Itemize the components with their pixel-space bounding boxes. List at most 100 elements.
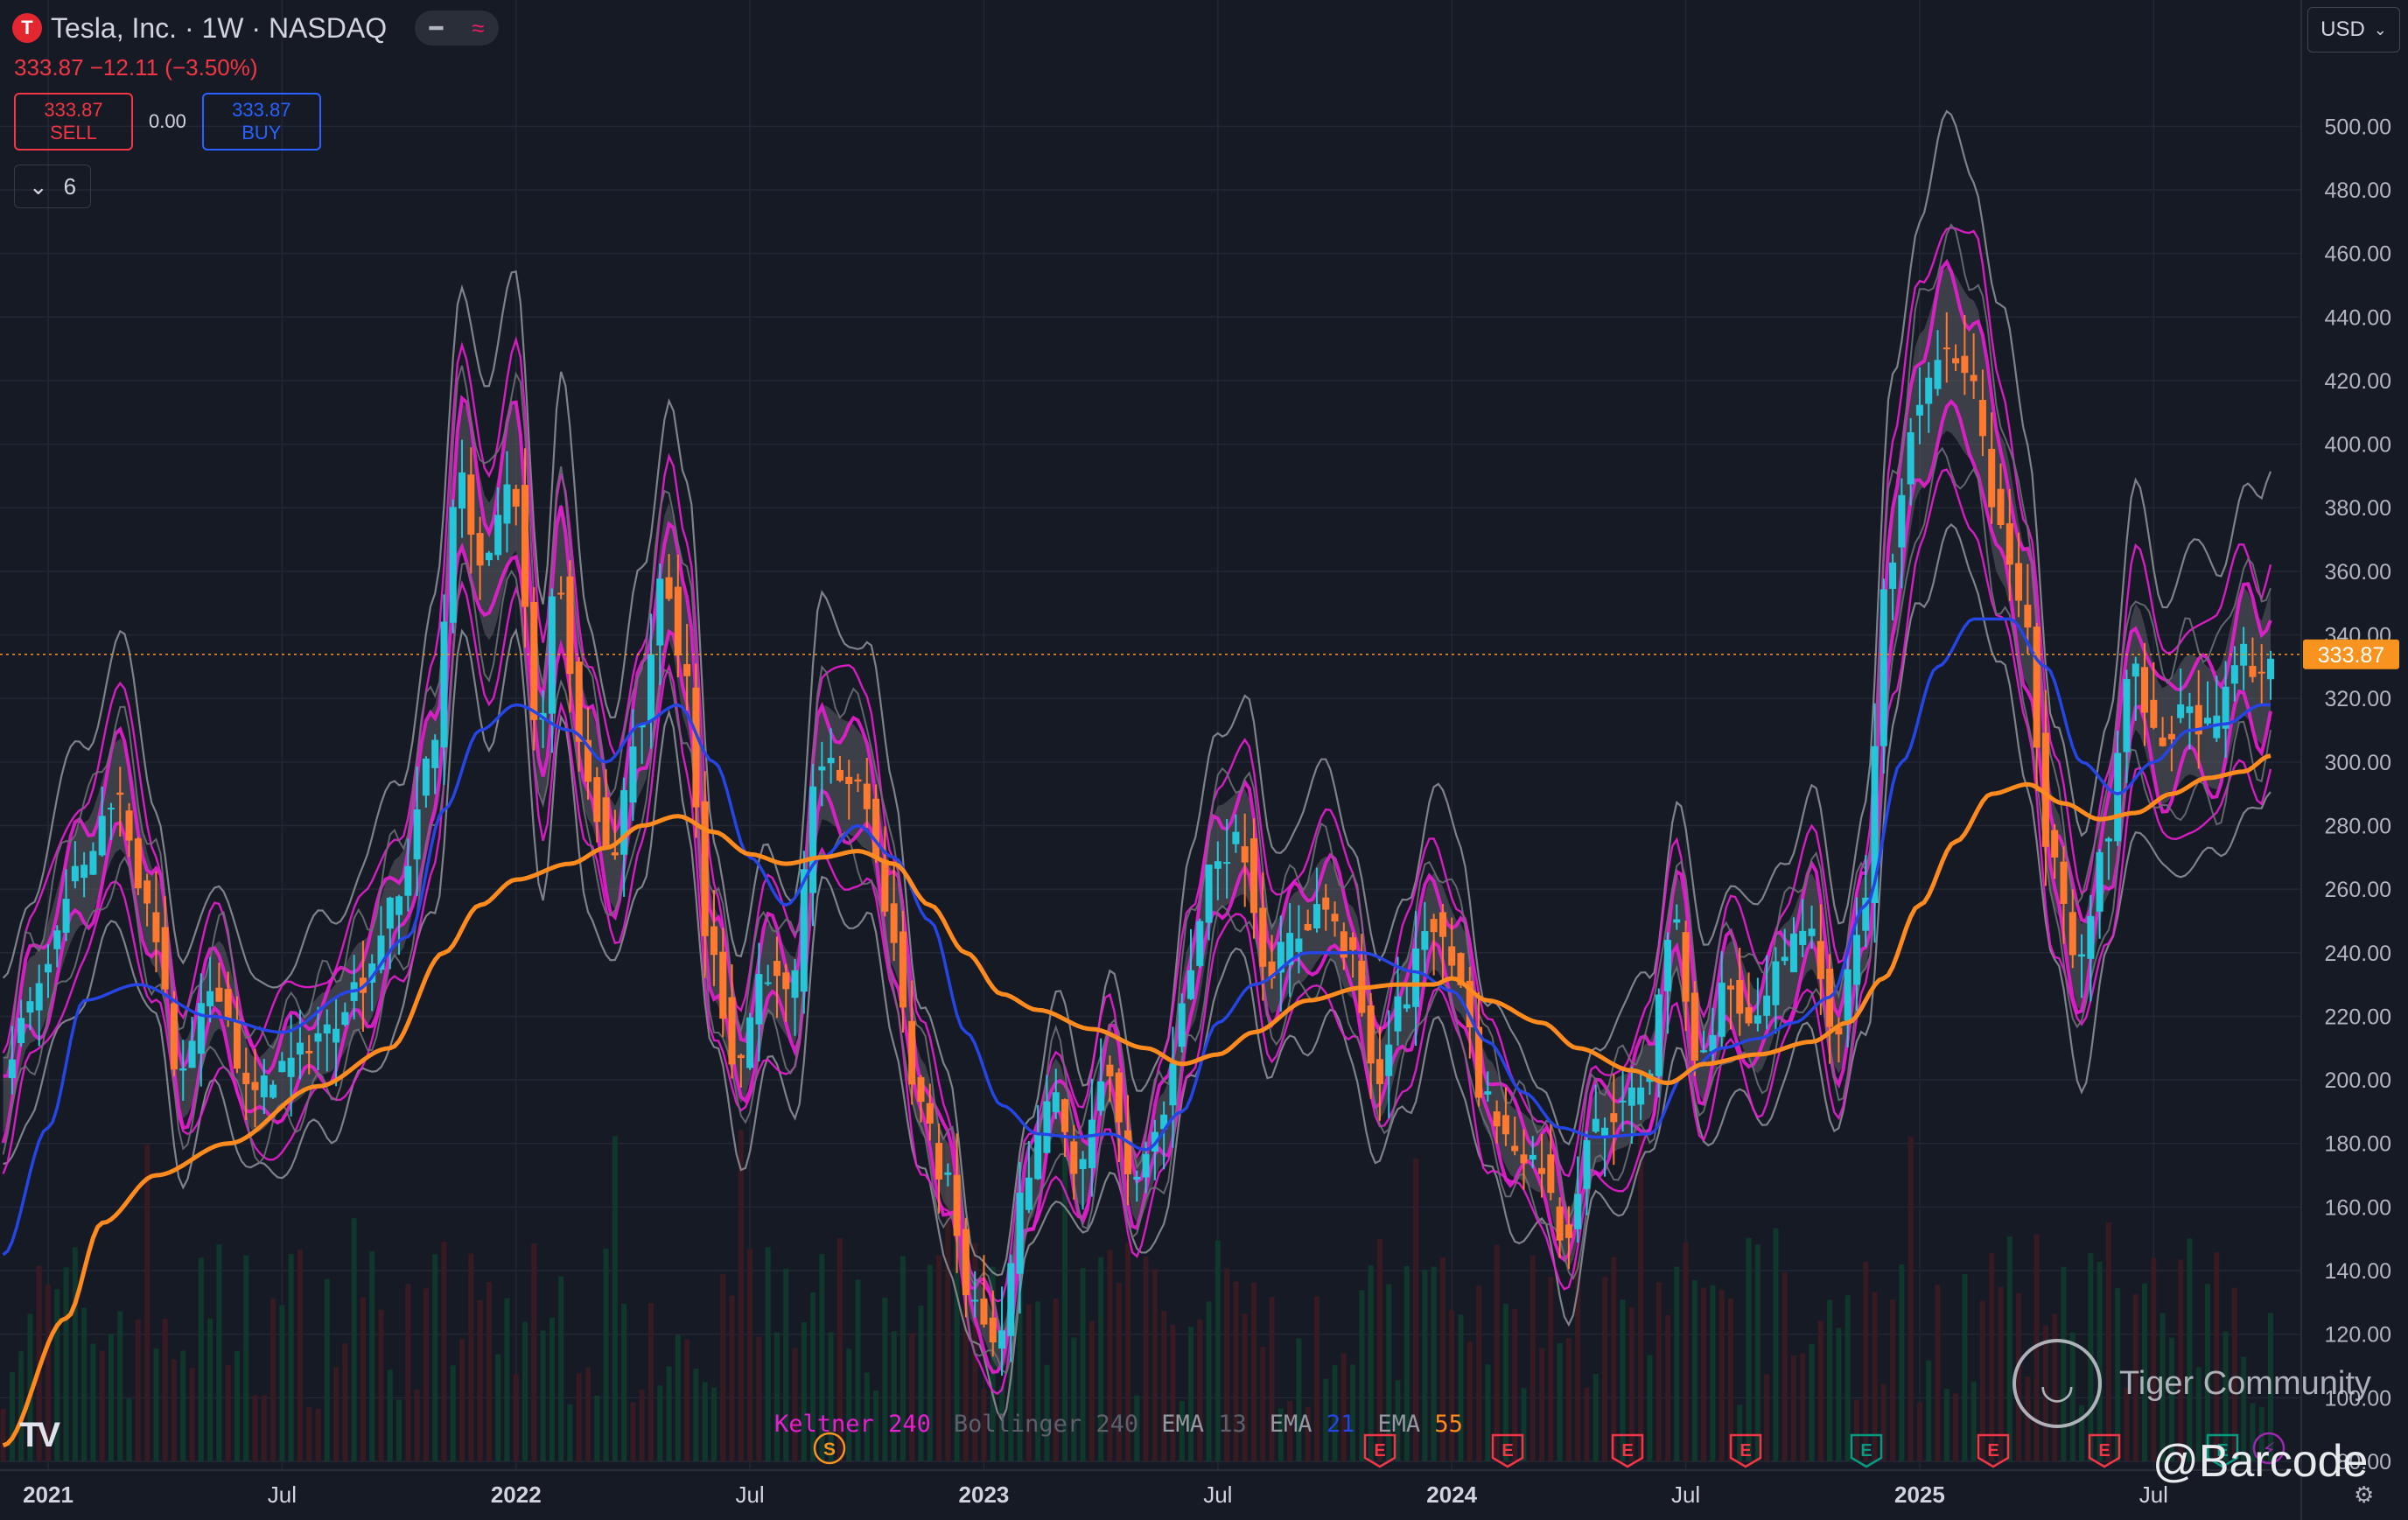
band-line bbox=[2, 468, 2272, 1396]
currency-select[interactable]: USD ⌄ bbox=[2307, 7, 2400, 53]
volume-bar bbox=[684, 1339, 690, 1461]
candle-body bbox=[314, 1033, 322, 1042]
symbol-title[interactable]: Tesla, Inc. · 1W · NASDAQ bbox=[51, 11, 388, 44]
indicators-collapse-button[interactable]: ⌄ 6 bbox=[14, 165, 91, 208]
candle-body bbox=[1934, 360, 1942, 389]
volume-bar bbox=[54, 1289, 60, 1461]
y-tick-label: 400.00 bbox=[2325, 433, 2391, 458]
earnings-marker-icon: E bbox=[1363, 1433, 1396, 1468]
candle-body bbox=[197, 1003, 205, 1054]
volume-bar bbox=[648, 1302, 654, 1461]
volume-bar bbox=[1998, 1286, 2004, 1461]
candle-body bbox=[2150, 699, 2158, 728]
earnings-marker-icon: E bbox=[1977, 1433, 2010, 1468]
volume-bar bbox=[2241, 1356, 2247, 1461]
legend-keltner[interactable]: Keltner 240 bbox=[774, 1411, 931, 1438]
volume-bar bbox=[1053, 1299, 1059, 1461]
candle-body bbox=[449, 507, 457, 623]
candle-body bbox=[2114, 753, 2122, 842]
candle-body bbox=[1061, 1099, 1069, 1132]
volume-bar bbox=[1179, 1401, 1185, 1461]
wave-icon[interactable]: ≈ bbox=[472, 14, 485, 41]
volume-bar bbox=[1853, 1399, 1859, 1461]
buy-button[interactable]: 333.87 BUY bbox=[201, 93, 321, 151]
chart-style-toggle[interactable]: ━ ≈ bbox=[415, 11, 500, 46]
candle-body bbox=[917, 1077, 925, 1103]
candle-body bbox=[1907, 432, 1914, 485]
volume-bar bbox=[414, 1389, 420, 1461]
volume-bar bbox=[378, 1309, 384, 1461]
volume-bar bbox=[1386, 1284, 1392, 1461]
x-tick-label: 2022 bbox=[491, 1481, 542, 1508]
volume-bar bbox=[675, 1334, 681, 1461]
ema-55-line bbox=[2, 753, 2272, 1448]
candle-body bbox=[1079, 1159, 1087, 1170]
candle-body bbox=[2194, 704, 2202, 735]
candle-body bbox=[674, 586, 682, 656]
volume-bar bbox=[1809, 1344, 1815, 1461]
candle-body bbox=[116, 792, 124, 795]
volume-bar bbox=[1710, 1285, 1716, 1461]
volume-bar bbox=[369, 1250, 375, 1461]
volume-bar bbox=[207, 1318, 214, 1461]
candle-body bbox=[1448, 946, 1456, 966]
candle-body bbox=[782, 972, 790, 990]
candle-body bbox=[1286, 933, 1294, 965]
volume-bar bbox=[504, 1298, 510, 1461]
split-marker-icon: S bbox=[813, 1432, 846, 1465]
candle-body bbox=[125, 810, 133, 841]
volume-bar bbox=[270, 1298, 276, 1461]
volume-bar bbox=[783, 1268, 789, 1461]
candle-body bbox=[1871, 746, 1879, 904]
candle-body bbox=[45, 963, 52, 973]
earnings-marker-icon: E bbox=[1850, 1433, 1883, 1468]
symbol-header[interactable]: T Tesla, Inc. · 1W · NASDAQ ━ ≈ bbox=[12, 11, 500, 46]
volume-bar bbox=[2142, 1283, 2148, 1461]
legend-ema-55[interactable]: EMA 55 bbox=[1377, 1411, 1463, 1438]
volume-bar bbox=[855, 1279, 861, 1461]
candle-body bbox=[935, 1143, 943, 1180]
volume-bar bbox=[522, 1321, 528, 1461]
volume-bar bbox=[846, 1348, 852, 1461]
legend-ema-13[interactable]: EMA 13 bbox=[1161, 1411, 1247, 1438]
earnings-marker-shape bbox=[1363, 1433, 1396, 1468]
volume-bar bbox=[1890, 1299, 1896, 1461]
volume-bar bbox=[27, 1313, 33, 1461]
legend-bollinger[interactable]: Bollinger 240 bbox=[953, 1411, 1139, 1438]
tradingview-logo-icon[interactable]: TV bbox=[19, 1416, 60, 1454]
candle-body bbox=[2222, 686, 2230, 729]
candle-body bbox=[2213, 715, 2221, 739]
volume-bar bbox=[1782, 1271, 1788, 1461]
candle-body bbox=[287, 1057, 295, 1077]
candle-body bbox=[2123, 679, 2131, 753]
volume-bar bbox=[1800, 1353, 1806, 1461]
candle-body bbox=[278, 1061, 286, 1073]
volume-bar bbox=[63, 1267, 69, 1461]
volume-bar bbox=[2205, 1284, 2211, 1461]
legend-ema-21[interactable]: EMA 21 bbox=[1269, 1411, 1355, 1438]
volume-bar bbox=[477, 1299, 483, 1461]
sell-button[interactable]: 333.87 SELL bbox=[14, 93, 133, 151]
candle-body bbox=[1718, 982, 1726, 1037]
earnings-marker-glyph: E bbox=[1502, 1441, 1513, 1460]
candle-body bbox=[683, 663, 691, 676]
volume-bar bbox=[531, 1243, 537, 1461]
volume-bar bbox=[1908, 1137, 1914, 1461]
candle-body bbox=[1259, 907, 1267, 967]
price-axis[interactable]: 80.00 100.00 120.00 140.00 160.00 180.00 200.0… bbox=[2300, 0, 2399, 1520]
volume-bar bbox=[819, 1254, 825, 1461]
minus-icon[interactable]: ━ bbox=[429, 14, 444, 41]
volume-bar bbox=[1170, 1324, 1176, 1461]
volume-bar bbox=[567, 1404, 573, 1461]
candle-body bbox=[1898, 494, 1906, 548]
volume-bar bbox=[1592, 1374, 1599, 1461]
volume-bar bbox=[1368, 1265, 1374, 1461]
volume-bar bbox=[927, 1264, 933, 1461]
time-axis[interactable]: 2021 Jul 2022 Jul 2023 Jul 2024 Jul 2025 Jul bbox=[0, 1469, 2301, 1508]
candle-body bbox=[1961, 355, 1969, 374]
candle-body bbox=[2078, 954, 2086, 957]
candle-body bbox=[2087, 915, 2095, 959]
candle-body bbox=[845, 776, 853, 785]
volume-bar bbox=[891, 1331, 897, 1461]
